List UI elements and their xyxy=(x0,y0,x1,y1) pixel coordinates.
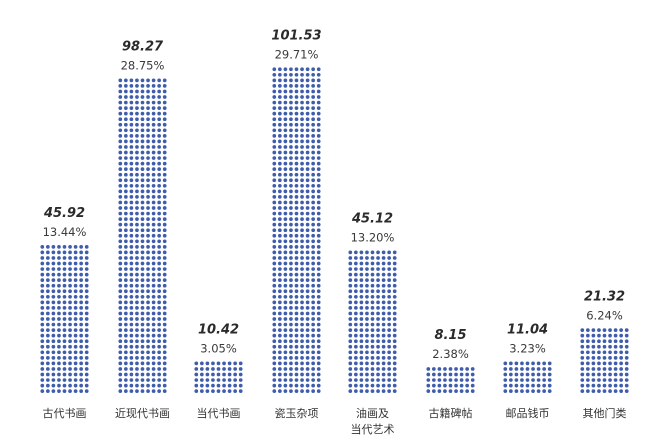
bar-8 xyxy=(580,328,629,393)
category-label: 近现代书画 xyxy=(115,407,170,420)
value-label: 8.15 xyxy=(434,328,466,343)
category-label: 当代艺术 xyxy=(351,422,395,436)
bar-3 xyxy=(194,361,243,393)
percent-label: 3.05% xyxy=(200,342,237,356)
percent-label: 3.23% xyxy=(509,342,546,356)
percent-label: 29.71% xyxy=(275,47,319,61)
value-label: 11.04 xyxy=(507,323,548,338)
value-label: 45.92 xyxy=(43,206,85,221)
value-label: 98.27 xyxy=(122,40,164,55)
bar-7 xyxy=(503,361,552,393)
percent-label: 13.44% xyxy=(43,225,87,239)
bar-6 xyxy=(426,367,475,393)
bar-5 xyxy=(348,250,397,393)
category-label: 邮品钱币 xyxy=(506,406,550,420)
percent-label: 13.20% xyxy=(351,231,395,245)
category-label: 古代书画 xyxy=(43,407,87,420)
category-label: 古籍碑帖 xyxy=(429,406,473,420)
percent-label: 28.75% xyxy=(121,59,165,73)
bar-1 xyxy=(40,245,89,393)
category-label: 油画及 xyxy=(356,406,389,420)
bar-4 xyxy=(272,67,321,393)
category-label: 当代书画 xyxy=(197,406,241,420)
category-label: 瓷玉杂项 xyxy=(275,406,319,420)
bar-2 xyxy=(118,78,167,393)
percent-label: 6.24% xyxy=(586,308,623,322)
value-label: 101.53 xyxy=(271,28,321,43)
percent-label: 2.38% xyxy=(432,347,469,361)
value-label: 45.12 xyxy=(351,212,393,227)
category-label: 其他门类 xyxy=(583,406,627,420)
value-label: 21.32 xyxy=(584,289,625,304)
value-label: 10.42 xyxy=(198,323,239,338)
